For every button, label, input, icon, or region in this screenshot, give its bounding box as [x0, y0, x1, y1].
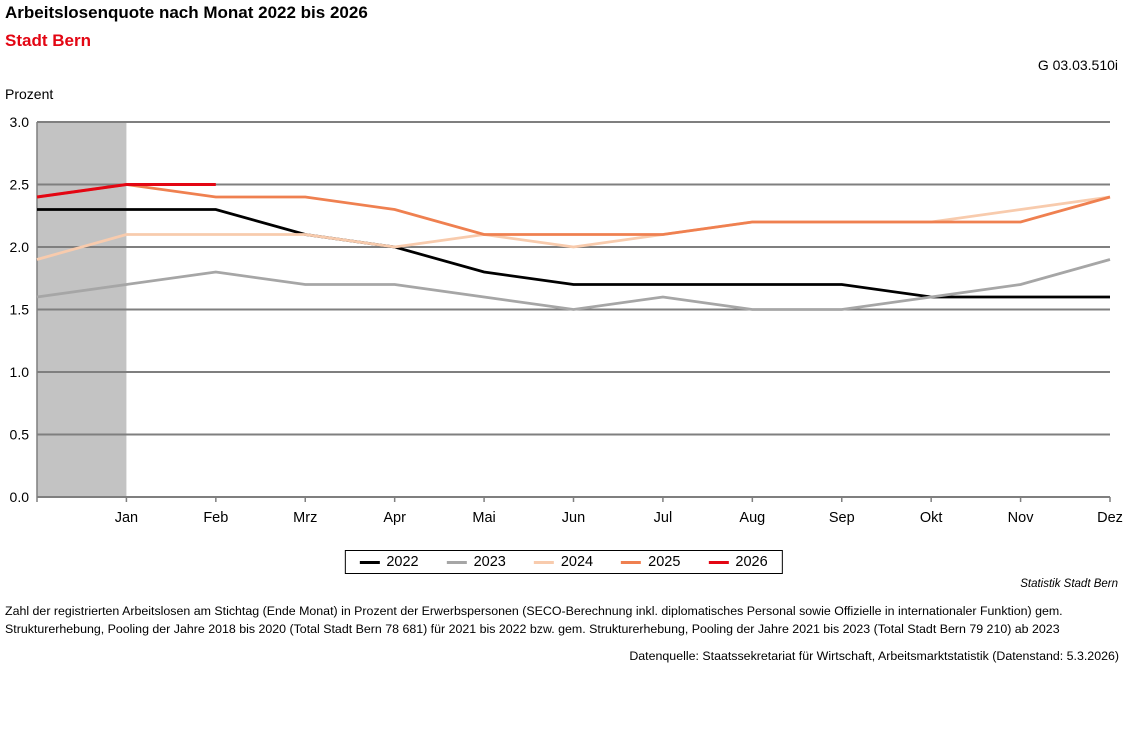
legend-label-2023: 2023: [473, 554, 506, 570]
attribution: Statistik Stadt Bern: [1020, 578, 1118, 590]
x-tick-label-Apr: Apr: [383, 510, 406, 526]
legend: 2022 2023 2024 2025 2026: [344, 550, 783, 574]
x-tick-label-Nov: Nov: [1008, 510, 1035, 526]
legend-swatch-2022: [359, 560, 380, 564]
legend-label-2026: 2026: [735, 554, 768, 570]
series-line-2024: [36, 195, 1111, 261]
legend-item-2022: 2022: [359, 554, 419, 570]
chart-subtitle: Stadt Bern: [5, 31, 91, 50]
legend-label-2022: 2022: [386, 554, 419, 570]
x-tick-label-Okt: Okt: [920, 510, 943, 526]
y-tick-label: 0.0: [10, 489, 30, 505]
unemployment-line-chart: 3.0 2.5 2.0 1.5 1.0 0.5 0.0 Jan Feb Mrz Apr Mai Jun J…: [10, 114, 1123, 526]
legend-label-2024: 2024: [560, 554, 594, 570]
page-title: Arbeitslosenquote nach Monat 2022 bis 20…: [5, 3, 368, 22]
y-tick-label: 1.5: [10, 302, 30, 318]
y-tick-label: 0.5: [10, 427, 30, 443]
x-tick-label-Jun: Jun: [562, 510, 585, 526]
x-tick-label-Feb: Feb: [203, 510, 228, 526]
legend-item-2024: 2024: [533, 554, 594, 570]
legend-swatch-2025: [621, 560, 642, 564]
legend-item-2023: 2023: [446, 554, 506, 570]
x-tick-label-Mrz: Mrz: [293, 510, 317, 526]
x-tick-label-Dez: Dez: [1097, 510, 1123, 526]
y-axis-unit-label: Prozent: [5, 86, 54, 102]
legend-swatch-2024: [533, 560, 554, 564]
y-tick-label: 3.0: [10, 114, 30, 130]
legend-swatch-2026: [708, 560, 729, 564]
legend-swatch-2023: [446, 560, 467, 564]
y-tick-label: 2.5: [10, 177, 30, 193]
y-tick-label: 1.0: [10, 364, 30, 380]
legend-label-2025: 2025: [648, 554, 681, 570]
series-line-2023: [36, 258, 1111, 311]
legend-item-2026: 2026: [708, 554, 768, 570]
y-tick-label: 2.0: [10, 239, 30, 255]
graph-id: G 03.03.510i: [1037, 57, 1118, 73]
data-source: Datenquelle: Staatssekretariat für Wirts…: [629, 649, 1119, 663]
legend-item-2025: 2025: [621, 554, 680, 570]
x-tick-label-Jan: Jan: [115, 510, 138, 526]
x-tick-label-Aug: Aug: [739, 510, 765, 526]
footnote: Zahl der registrierten Arbeitslosen am S…: [5, 604, 1063, 636]
series-line-2026: [36, 183, 216, 199]
x-tick-label-Jul: Jul: [654, 510, 673, 526]
series-line-2025: [36, 183, 1111, 236]
x-tick-label-Mai: Mai: [472, 510, 495, 526]
x-tick-label-Sep: Sep: [829, 510, 855, 526]
